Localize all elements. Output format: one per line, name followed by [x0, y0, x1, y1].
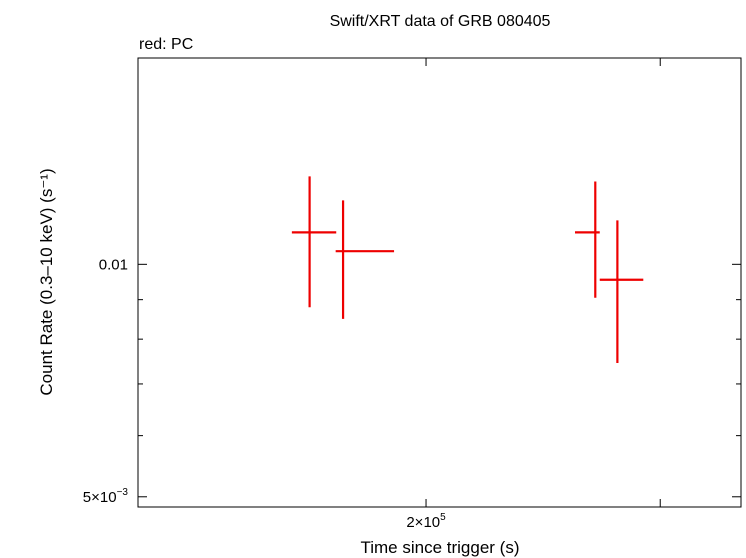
- y-tick-label: 0.01: [99, 256, 128, 273]
- chart-subtitle: red: PC: [139, 36, 193, 53]
- data-point: [335, 200, 395, 319]
- tick-exponent: 5: [440, 512, 446, 523]
- y-tick-label: 5×10−3: [83, 487, 129, 506]
- axis-ticks: [138, 58, 741, 507]
- tick-exponent: −3: [117, 487, 129, 498]
- data-series: [291, 176, 644, 364]
- y-axis-label: Count Rate (0.3–10 keV) (s⁻¹): [37, 168, 56, 395]
- chart-title: Swift/XRT data of GRB 080405: [330, 13, 551, 30]
- tick-mantissa: 5×10: [83, 489, 117, 506]
- x-axis-label: Time since trigger (s): [360, 538, 519, 557]
- data-point: [291, 176, 337, 308]
- x-tick-label: 2×105: [406, 512, 446, 531]
- tick-mantissa: 2×10: [406, 514, 440, 531]
- axis-tick-labels: 0.01 5×10−3 2×105: [83, 256, 446, 531]
- data-point: [574, 181, 600, 298]
- plot-frame: [137, 57, 742, 508]
- data-point: [599, 220, 644, 364]
